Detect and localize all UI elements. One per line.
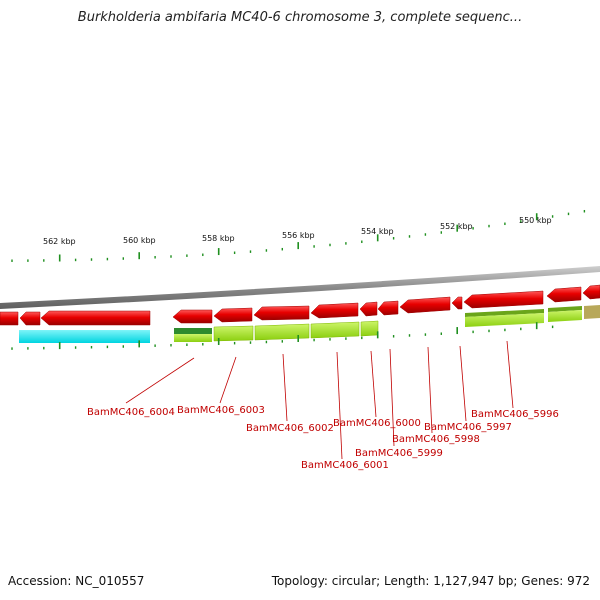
scale-label-552: 552 kbp — [440, 222, 473, 231]
genes-label: Genes: — [521, 574, 564, 588]
accession-value: NC_010557 — [75, 574, 145, 588]
gene-arrow[interactable] — [172, 309, 213, 324]
label-leaders — [125, 340, 514, 460]
gene-label-5997[interactable]: BamMC406_5997 — [424, 422, 512, 433]
ruler-ticks — [11, 209, 586, 262]
scale-ruler: 562 kbp 560 kbp 558 kbp 556 kbp 554 kbp … — [11, 209, 586, 262]
gene-arrow[interactable] — [213, 307, 253, 323]
feature-track — [19, 305, 600, 343]
gene-arrow[interactable] — [546, 286, 582, 303]
lower-tick-track — [11, 322, 554, 350]
scale-label-560: 560 kbp — [123, 236, 156, 245]
feature-block-dark[interactable] — [174, 328, 212, 334]
gene-arrow[interactable] — [463, 290, 544, 309]
feature-block[interactable] — [174, 334, 212, 342]
gene-label-6004[interactable]: BamMC406_6004 — [87, 407, 175, 418]
scale-label-562: 562 kbp — [43, 237, 76, 246]
gene-label-6000[interactable]: BamMC406_6000 — [333, 418, 421, 429]
gene-label-6003[interactable]: BamMC406_6003 — [177, 405, 265, 416]
feature-block-cyan[interactable] — [19, 330, 150, 343]
gene-label-5996[interactable]: BamMC406_5996 — [471, 409, 559, 420]
feature-block[interactable] — [465, 313, 544, 327]
accession-label: Accession: — [8, 574, 72, 588]
gene-label-5999[interactable]: BamMC406_5999 — [355, 448, 443, 459]
accession-info: Accession: NC_010557 — [8, 574, 144, 588]
feature-block-dark[interactable] — [465, 309, 544, 317]
length-label: Length: — [384, 574, 430, 588]
gene-label-6002[interactable]: BamMC406_6002 — [246, 423, 334, 434]
scale-label-550: 550 kbp — [519, 216, 552, 225]
genome-backbone — [0, 266, 600, 309]
gene-arrow[interactable] — [0, 311, 19, 326]
feature-block[interactable] — [213, 325, 254, 342]
gene-arrow[interactable] — [19, 311, 41, 326]
gene-arrow[interactable] — [377, 300, 399, 316]
genome-summary: Topology: circular; Length: 1,127,947 bp… — [272, 574, 590, 588]
topology-label: Topology: — [271, 574, 328, 588]
scale-label-556: 556 kbp — [282, 231, 315, 240]
feature-block[interactable] — [310, 321, 360, 339]
feature-block-tan[interactable] — [584, 305, 600, 319]
gene-arrow[interactable] — [399, 296, 451, 314]
gene-arrow[interactable] — [40, 310, 151, 326]
gene-label-5998[interactable]: BamMC406_5998 — [392, 434, 480, 445]
feature-block[interactable] — [360, 320, 379, 337]
gene-label-6001[interactable]: BamMC406_6001 — [301, 460, 389, 471]
gene-arrow[interactable] — [310, 302, 359, 319]
gene-arrow[interactable] — [253, 305, 310, 321]
scale-label-558: 558 kbp — [202, 234, 235, 243]
feature-block[interactable] — [254, 323, 310, 341]
reverse-strand-genes — [0, 284, 600, 326]
gene-arrow[interactable] — [359, 301, 378, 317]
length-value: 1,127,947 bp; — [433, 574, 518, 588]
page-title: Burkholderia ambifaria MC40-6 chromosome… — [77, 10, 523, 25]
genes-value: 972 — [567, 574, 590, 588]
topology-value: circular; — [331, 574, 381, 588]
gene-arrow[interactable] — [451, 296, 463, 310]
scale-label-554: 554 kbp — [361, 227, 394, 236]
gene-arrow[interactable] — [582, 284, 600, 300]
feature-block[interactable] — [548, 310, 582, 322]
